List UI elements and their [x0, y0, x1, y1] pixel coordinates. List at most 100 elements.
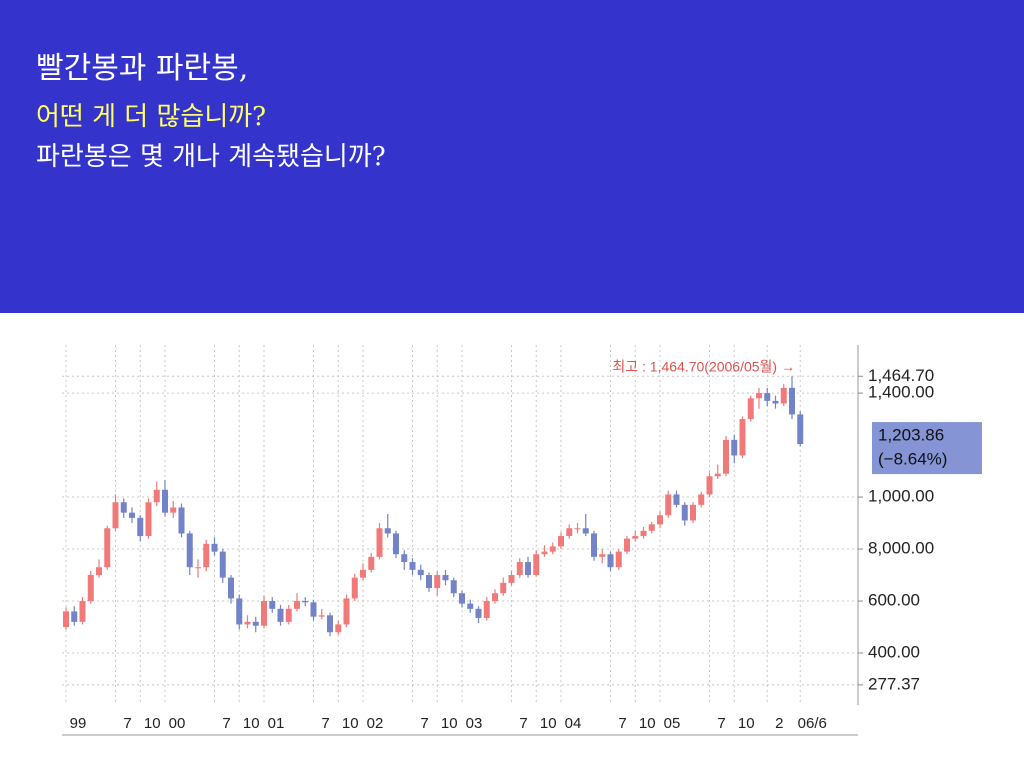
candle-body: [475, 608, 482, 618]
candle-body: [681, 504, 688, 521]
candle-body: [780, 387, 787, 404]
candle-body: [104, 528, 111, 568]
candle-body: [690, 504, 696, 521]
candle-body: [615, 551, 622, 568]
candle-body: [120, 502, 127, 513]
candle-body: [657, 515, 663, 525]
candle-body: [277, 608, 284, 622]
candle-body: [244, 621, 251, 625]
candle-body: [96, 567, 102, 576]
x-tick-label: 06/6: [798, 715, 827, 732]
last-value-label: 1,203.86: [878, 426, 944, 445]
candle-body: [112, 502, 119, 529]
candle-body: [219, 551, 226, 578]
candle-body: [574, 528, 581, 530]
candle-body: [335, 624, 342, 633]
x-tick-label: 02: [367, 715, 384, 732]
x-tick-label: 10: [540, 715, 557, 732]
x-tick-label: 10: [342, 715, 359, 732]
candle-body: [459, 593, 465, 604]
peak-annotation: 최고 : 1,464.70(2006/05월) →: [612, 359, 795, 375]
candle-body: [508, 575, 515, 583]
candle-body: [434, 575, 441, 589]
x-tick-label: 10: [738, 715, 755, 732]
candle-body: [71, 611, 78, 622]
candle-body: [409, 562, 416, 570]
candle-body: [137, 517, 144, 537]
candle-body: [153, 489, 160, 503]
candle-body: [483, 601, 490, 618]
candle-body: [723, 439, 729, 474]
candle-body: [63, 611, 69, 628]
candle-body: [541, 551, 548, 555]
candle-body: [739, 419, 746, 456]
question-line: 파란봉은 몇 개나 계속됐습니까?: [36, 142, 386, 172]
candle-body: [731, 439, 738, 456]
candle-body: [558, 536, 564, 547]
candle-body: [582, 528, 589, 534]
candle-body: [640, 530, 647, 537]
candle-body: [516, 562, 523, 576]
x-tick-label: 00: [169, 715, 186, 732]
x-tick-label: 7: [717, 715, 725, 732]
candle-body: [492, 593, 498, 602]
x-tick-label: 2: [775, 715, 783, 732]
y-tick-label: 600.00: [868, 591, 920, 610]
candle-body: [566, 528, 573, 537]
candle-body: [129, 512, 135, 518]
candle-body: [426, 575, 432, 589]
chart: 1,464.701,400.00 1,000.00 8,000.00 600.00 40…: [62, 345, 982, 736]
candle-body: [203, 543, 210, 568]
candle-body: [698, 494, 705, 505]
title-line: 빨간봉과 파란봉,: [36, 51, 248, 86]
candle-body: [624, 538, 630, 552]
candle-body: [318, 615, 325, 617]
x-tick-label: 7: [222, 715, 230, 732]
candle-body: [467, 603, 474, 609]
candle-body: [384, 528, 391, 534]
candle-body: [162, 489, 168, 513]
candle-body: [648, 524, 655, 531]
x-tick-label: 05: [664, 715, 681, 732]
candle-body: [360, 569, 366, 578]
x-tick-label: 99: [70, 715, 87, 732]
x-tick-label: 7: [618, 715, 626, 732]
candle-body: [401, 554, 408, 563]
candle-body: [145, 502, 152, 537]
y-tick-label: 277.37: [868, 674, 920, 693]
candle-body: [343, 598, 350, 625]
candle-body: [195, 567, 201, 569]
candle-body: [417, 569, 424, 576]
candle-body: [211, 543, 218, 552]
x-tick-label: 10: [441, 715, 458, 732]
x-tick-label: 7: [420, 715, 428, 732]
candle-body: [772, 400, 779, 404]
candle-body: [236, 598, 243, 625]
candle-body: [170, 507, 177, 513]
candle-body: [747, 398, 754, 420]
candle-body: [714, 473, 721, 477]
candle-body: [252, 621, 259, 626]
candle-body: [764, 393, 771, 401]
x-tick-label: 7: [321, 715, 329, 732]
question-line: 어떤 게 더 많습니까?: [36, 102, 266, 132]
candle-body: [285, 608, 292, 622]
candle-body: [186, 533, 193, 568]
candle-body: [632, 536, 639, 539]
candle-body: [591, 533, 597, 557]
header-band: [0, 0, 1024, 313]
y-tick-label: 1,464.70: [868, 366, 934, 385]
candle-body: [500, 582, 507, 594]
x-tick-label: 10: [639, 715, 656, 732]
x-tick-label: 03: [466, 715, 483, 732]
candle-body: [351, 577, 358, 599]
candle-body: [450, 580, 457, 594]
candle-body: [599, 554, 606, 557]
candle-body: [525, 562, 531, 576]
x-tick-label: 7: [123, 715, 131, 732]
y-tick-label: 400.00: [868, 642, 920, 661]
candle-body: [178, 507, 185, 534]
x-tick-label: 04: [565, 715, 582, 732]
